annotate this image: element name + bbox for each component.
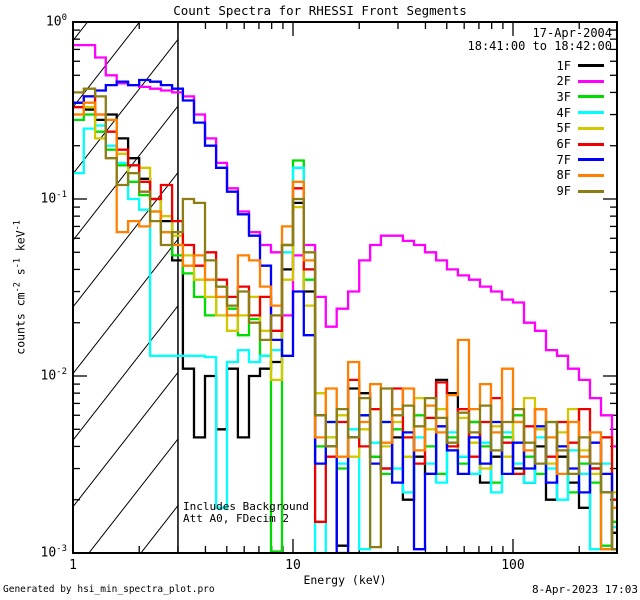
legend-item-7f: 7F	[556, 152, 604, 167]
legend-item-6f: 6F	[556, 137, 604, 151]
legend-label: 5F	[556, 121, 571, 136]
legend-label: 2F	[556, 74, 571, 89]
annotation-attenuator-state: Att A0, FDecim 2	[183, 512, 289, 525]
y-tick-label: 10-2	[40, 367, 68, 384]
legend-label: 4F	[556, 105, 571, 120]
legend-label: 9F	[556, 184, 571, 199]
time-range-label: 18:41:00 to 18:42:00	[467, 39, 613, 53]
legend-label: 1F	[556, 58, 571, 73]
footer-timestamp: 8-Apr-2023 17:03	[532, 583, 638, 596]
series-2f-line	[74, 43, 616, 448]
series-7f-line	[74, 78, 616, 552]
legend-label: 8F	[556, 168, 571, 183]
y-axis-title: counts cm-2 s-1 keV-1	[12, 220, 28, 355]
x-tick-label: 100	[501, 558, 525, 573]
legend-color-swatch	[578, 189, 604, 193]
legend-color-swatch	[578, 158, 604, 162]
legend-item-8f: 8F	[556, 168, 604, 183]
legend-item-9f: 9F	[556, 184, 604, 199]
x-tick-label: 10	[285, 558, 301, 573]
legend-color-swatch	[578, 64, 604, 67]
x-axis-title: Energy (keV)	[303, 573, 387, 587]
footer-generator: Generated by hsi_min_spectra_plot.pro	[3, 584, 215, 595]
series-4f-line	[74, 124, 616, 552]
spectra-series-group	[74, 43, 616, 552]
legend-item-2f: 2F	[556, 74, 604, 89]
legend-item-4f: 4F	[556, 105, 604, 120]
y-tick-label: 10-1	[40, 190, 68, 207]
x-tick-label: 1	[69, 558, 77, 573]
legend-color-swatch	[578, 79, 604, 83]
legend-color-swatch	[578, 95, 604, 99]
legend-color-swatch	[578, 111, 604, 115]
date-label: 17-Apr-2004	[532, 26, 612, 40]
legend-color-swatch	[578, 173, 604, 177]
annotation-includes-background: Includes Background	[183, 500, 309, 513]
legend-label: 3F	[556, 89, 571, 104]
y-tick-label: 10-3	[40, 544, 68, 561]
legend-color-swatch	[578, 126, 604, 130]
legend-item-1f: 1F	[556, 58, 604, 73]
legend-color-swatch	[578, 142, 604, 146]
plot-frame	[72, 21, 618, 554]
series-9f-line	[74, 87, 616, 551]
legend-item-3f: 3F	[556, 89, 604, 104]
plot-title: Count Spectra for RHESSI Front Segments	[173, 3, 467, 18]
legend-item-5f: 5F	[556, 121, 604, 136]
legend-label: 7F	[556, 152, 571, 167]
legend-label: 6F	[556, 137, 571, 151]
y-tick-label: 100	[45, 13, 67, 30]
